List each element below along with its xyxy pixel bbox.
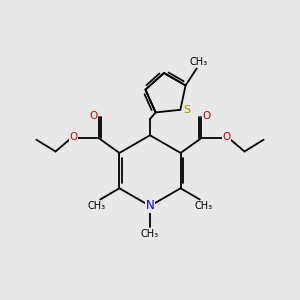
Text: O: O	[222, 132, 230, 142]
Text: CH₃: CH₃	[189, 57, 207, 67]
Text: S: S	[183, 105, 190, 115]
Text: N: N	[146, 200, 154, 212]
Text: O: O	[202, 111, 211, 122]
Text: O: O	[70, 132, 78, 142]
Text: CH₃: CH₃	[141, 229, 159, 238]
Text: CH₃: CH₃	[88, 201, 106, 211]
Text: CH₃: CH₃	[194, 201, 212, 211]
Text: O: O	[89, 111, 98, 122]
